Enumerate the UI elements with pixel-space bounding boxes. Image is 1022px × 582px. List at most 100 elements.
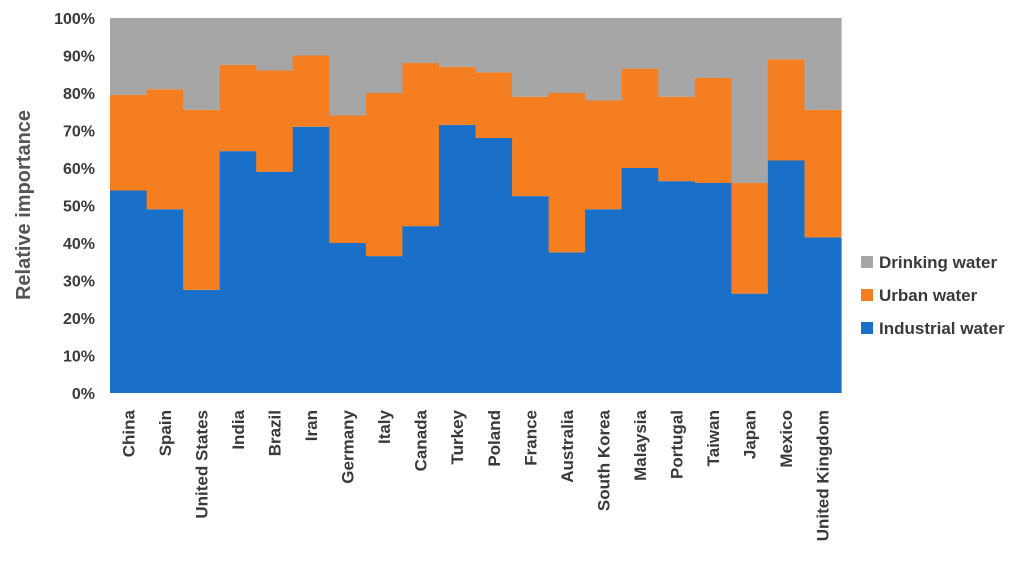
y-tick-label: 50%	[63, 199, 95, 216]
bar-spain-urban-water	[146, 89, 184, 210]
bar-taiwan-drinking-water	[694, 18, 732, 78]
bar-brazil-urban-water	[256, 70, 294, 172]
x-category-label: Portugal	[668, 410, 687, 479]
x-category-label: Malaysia	[631, 409, 650, 480]
bar-south-korea-drinking-water	[585, 18, 623, 101]
y-tick-label: 0%	[72, 386, 95, 403]
bar-china-urban-water	[110, 94, 148, 191]
y-tick-label: 60%	[63, 161, 95, 178]
x-category-label: Mexico	[777, 410, 796, 468]
bar-france-drinking-water	[512, 18, 550, 97]
bar-south-korea-industrial-water	[585, 209, 623, 393]
bar-portugal-drinking-water	[658, 18, 696, 97]
bar-germany-drinking-water	[329, 18, 367, 116]
y-axis-title: Relative importance	[13, 110, 35, 300]
bar-iran-drinking-water	[292, 18, 330, 56]
bar-spain-industrial-water	[146, 209, 184, 393]
bar-italy-urban-water	[365, 93, 403, 257]
bar-china-industrial-water	[110, 190, 148, 393]
bar-india-drinking-water	[219, 18, 257, 65]
x-category-label: France	[521, 410, 540, 466]
legend-label: Drinking water	[879, 253, 997, 272]
legend-swatch	[861, 322, 873, 334]
bar-canada-drinking-water	[402, 18, 440, 63]
bar-canada-industrial-water	[402, 226, 440, 394]
y-tick-label: 40%	[63, 236, 95, 253]
bar-brazil-drinking-water	[256, 18, 294, 71]
bar-turkey-drinking-water	[438, 18, 477, 67]
bar-malaysia-industrial-water	[621, 168, 659, 393]
bar-turkey-industrial-water	[438, 124, 477, 394]
bar-india-industrial-water	[219, 151, 257, 394]
bar-taiwan-industrial-water	[694, 183, 732, 393]
bar-united-states-urban-water	[183, 109, 221, 290]
bar-malaysia-drinking-water	[621, 18, 659, 69]
x-category-label: Poland	[485, 410, 504, 467]
bar-iran-industrial-water	[292, 126, 330, 393]
bar-japan-drinking-water	[731, 18, 769, 183]
bar-mexico-drinking-water	[767, 18, 806, 60]
bar-india-urban-water	[219, 64, 257, 152]
x-category-label: Brazil	[265, 410, 284, 456]
bar-mexico-industrial-water	[767, 160, 806, 393]
bar-united-states-drinking-water	[183, 18, 221, 110]
bar-france-industrial-water	[512, 196, 550, 394]
bar-spain-drinking-water	[146, 18, 184, 90]
bar-portugal-industrial-water	[658, 181, 696, 393]
bar-iran-urban-water	[292, 55, 330, 127]
x-category-label: Australia	[558, 409, 577, 482]
bar-brazil-industrial-water	[256, 171, 294, 393]
bar-poland-drinking-water	[475, 18, 513, 73]
bar-germany-industrial-water	[329, 243, 367, 393]
bar-mexico-urban-water	[767, 59, 806, 161]
legend-label: Industrial water	[879, 319, 1005, 338]
x-category-label: Canada	[412, 409, 431, 471]
legend-swatch	[861, 256, 873, 268]
x-category-label: Japan	[741, 410, 760, 459]
bar-poland-urban-water	[475, 72, 513, 138]
bar-france-urban-water	[512, 96, 550, 197]
bar-australia-drinking-water	[548, 18, 586, 93]
bar-portugal-urban-water	[658, 96, 696, 182]
x-category-label: Iran	[302, 410, 321, 441]
bar-united-kingdom-urban-water	[804, 109, 842, 238]
legend-swatch	[861, 289, 873, 301]
bar-japan-industrial-water	[731, 293, 769, 394]
y-tick-label: 90%	[63, 49, 95, 66]
y-tick-label: 20%	[63, 311, 95, 328]
y-tick-label: 100%	[54, 11, 95, 28]
x-category-label: China	[119, 409, 138, 457]
bar-australia-industrial-water	[548, 252, 586, 394]
x-category-label: United States	[192, 410, 211, 519]
legend-label: Urban water	[879, 286, 978, 305]
bar-malaysia-urban-water	[621, 68, 659, 169]
bar-germany-urban-water	[329, 115, 367, 243]
x-category-label: Italy	[375, 409, 394, 444]
bar-australia-urban-water	[548, 93, 586, 253]
bar-united-kingdom-drinking-water	[804, 18, 842, 110]
x-category-label: Turkey	[448, 409, 467, 464]
x-category-label: Taiwan	[704, 410, 723, 466]
bar-canada-urban-water	[402, 63, 440, 227]
bar-taiwan-urban-water	[694, 78, 732, 183]
x-category-label: India	[229, 409, 248, 449]
x-category-label: United Kingdom	[814, 410, 833, 541]
bar-south-korea-urban-water	[585, 100, 623, 210]
bar-united-kingdom-industrial-water	[804, 237, 842, 394]
x-category-label: Spain	[156, 410, 175, 456]
bar-turkey-urban-water	[438, 66, 477, 125]
y-tick-label: 70%	[63, 124, 95, 141]
bar-japan-urban-water	[731, 183, 769, 294]
y-tick-label: 30%	[63, 274, 95, 291]
y-tick-label: 80%	[63, 86, 95, 103]
bar-italy-drinking-water	[365, 18, 403, 93]
bar-united-states-industrial-water	[183, 289, 221, 394]
x-category-label: Germany	[339, 409, 358, 483]
bar-poland-industrial-water	[475, 138, 513, 393]
bar-china-drinking-water	[110, 18, 148, 95]
bar-italy-industrial-water	[365, 256, 403, 394]
x-category-label: South Korea	[594, 409, 613, 511]
y-tick-label: 10%	[63, 349, 95, 366]
